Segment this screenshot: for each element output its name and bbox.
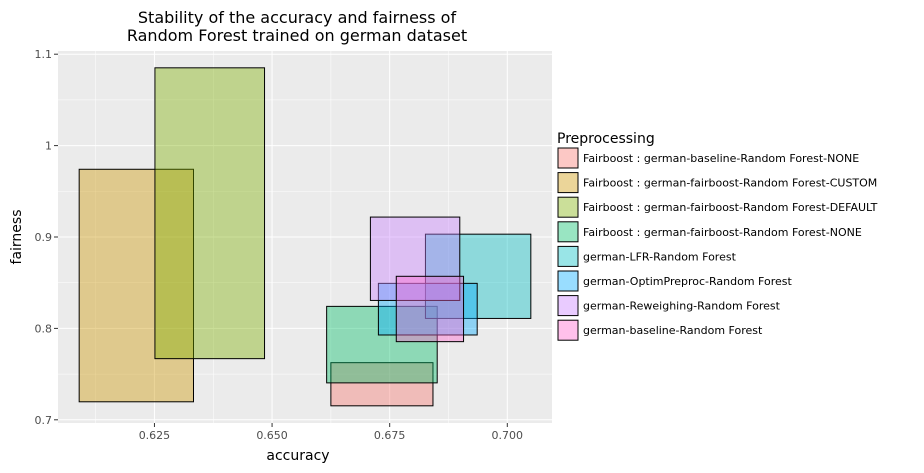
legend-swatch-4: [557, 245, 579, 267]
legend-swatch-7: [557, 319, 579, 341]
series-rect-0: [330, 362, 434, 407]
y-tick-label: 0.8: [35, 322, 53, 335]
legend-title: Preprocessing: [557, 131, 655, 147]
x-axis-label: accuracy: [266, 448, 329, 464]
legend-swatch-5: [557, 270, 579, 292]
x-tick-label: 0.650: [256, 429, 288, 442]
y-axis-ticks: 0.7 0.8 0.9 1 1.1: [35, 48, 58, 427]
legend-label-2: Fairboost : german-fairboost-Random Fore…: [583, 201, 878, 214]
legend: Fairboost : german-baseline-Random Fores…: [557, 147, 878, 341]
legend-label-6: german-Reweighing-Random Forest: [583, 300, 781, 313]
legend-swatch-6: [557, 295, 579, 317]
legend-label-4: german-LFR-Random Forest: [583, 250, 737, 263]
x-axis-ticks: 0.625 0.650 0.675 0.700: [139, 423, 523, 442]
legend-swatch-1: [557, 172, 579, 194]
chart-title-line-1: Stability of the accuracy and fairness o…: [138, 8, 457, 27]
series-rect-7: [395, 275, 465, 343]
series-rect-2: [154, 67, 266, 360]
legend-swatch-3: [557, 221, 579, 243]
series-rect-3: [326, 305, 438, 384]
legend-label-1: Fairboost : german-fairboost-Random Fore…: [583, 177, 877, 190]
legend-label-7: german-baseline-Random Forest: [583, 324, 763, 337]
legend-label-5: german-OptimPreproc-Random Forest: [583, 275, 792, 288]
y-tick-label: 1: [45, 140, 52, 153]
x-tick-label: 0.625: [139, 429, 171, 442]
series-rect-6: [369, 216, 461, 301]
chart-title-line-2: Random Forest trained on german dataset: [127, 26, 467, 45]
series-rect-1: [78, 168, 194, 403]
legend-label-0: Fairboost : german-baseline-Random Fores…: [583, 152, 859, 165]
legend-label-3: Fairboost : german-fairboost-Random Fore…: [583, 226, 862, 239]
y-tick-label: 0.9: [35, 231, 53, 244]
legend-swatch-0: [557, 147, 579, 169]
y-tick-label: 0.7: [35, 414, 53, 427]
data-rectangles: [78, 67, 532, 407]
legend-swatch-2: [557, 196, 579, 218]
y-tick-label: 1.1: [35, 48, 53, 61]
series-rect-5: [377, 282, 478, 336]
x-tick-label: 0.675: [374, 429, 406, 442]
y-axis-label: fairness: [9, 210, 25, 265]
x-tick-label: 0.700: [492, 429, 524, 442]
